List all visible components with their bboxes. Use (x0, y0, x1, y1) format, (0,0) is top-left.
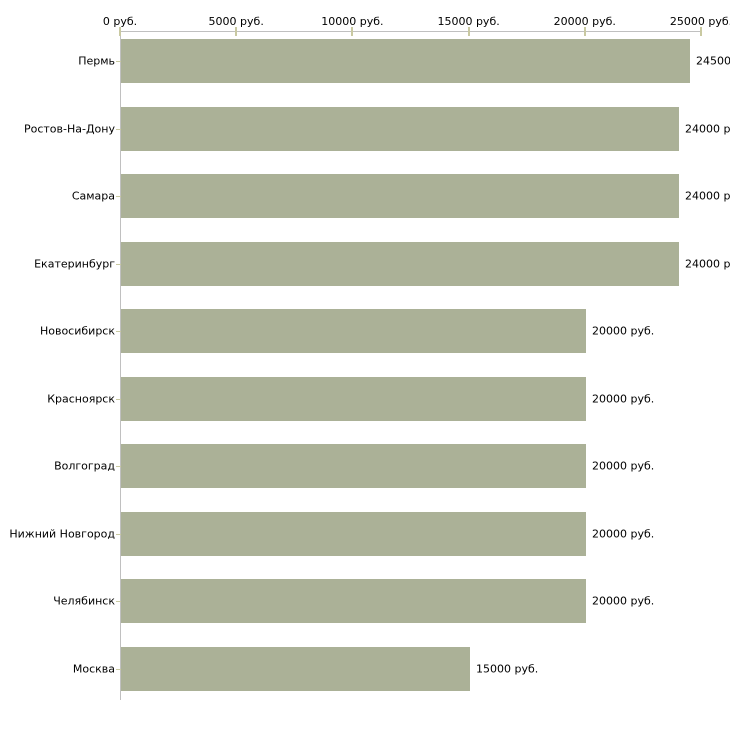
chart-bar (121, 241, 679, 286)
chart-bar (121, 444, 586, 488)
value-label: 24500 руб. (696, 54, 730, 68)
category-label: Пермь (78, 54, 115, 68)
value-label: 24000 руб. (685, 189, 730, 203)
chart-bar (121, 646, 470, 691)
x-tick-mark (468, 27, 470, 36)
chart-bar (121, 106, 679, 151)
y-tick-mark (116, 466, 121, 467)
value-label: 24000 руб. (685, 257, 730, 270)
chart-bar (121, 511, 586, 556)
value-label: 20000 руб. (592, 594, 655, 608)
category-label: Самара (71, 189, 115, 203)
value-label: 20000 руб. (592, 392, 655, 405)
value-label: 15000 руб. (476, 662, 539, 675)
y-tick-mark (116, 129, 121, 130)
x-axis-line (120, 31, 701, 32)
category-label: Москва (72, 662, 115, 675)
value-label: 20000 руб. (592, 527, 655, 540)
x-tick-mark (119, 27, 121, 36)
y-tick-mark (116, 264, 121, 265)
y-tick-mark (116, 331, 121, 332)
x-tick-label: 15000 руб. (437, 15, 500, 28)
y-tick-mark (116, 196, 121, 197)
y-tick-mark (116, 601, 121, 602)
y-axis-line (120, 31, 121, 700)
chart-bar (121, 309, 586, 353)
category-label: Нижний Новгород (9, 527, 115, 540)
chart-bar (121, 174, 679, 218)
category-label: Волгоград (54, 459, 115, 473)
category-label: Красноярск (47, 392, 115, 405)
y-tick-mark (116, 534, 121, 535)
y-tick-mark (116, 399, 121, 400)
category-label: Екатеринбург (34, 257, 115, 270)
x-tick-label: 25000 руб. (669, 15, 730, 28)
value-label: 20000 руб. (592, 324, 655, 338)
y-tick-mark (116, 61, 121, 62)
category-label: Ростов-На-Дону (23, 122, 115, 135)
category-label: Челябинск (53, 594, 115, 608)
x-tick-label: 10000 руб. (321, 15, 384, 28)
x-tick-label: 5000 руб. (208, 15, 264, 28)
y-tick-mark (116, 669, 121, 670)
x-tick-mark (235, 27, 237, 36)
chart-bar (121, 39, 690, 83)
value-label: 20000 руб. (592, 459, 655, 473)
x-tick-mark (584, 27, 586, 36)
value-label: 24000 руб. (685, 122, 730, 135)
chart-bar (121, 376, 586, 421)
x-tick-label: 20000 руб. (553, 15, 616, 28)
chart-bar (121, 579, 586, 623)
category-label: Новосибирск (39, 324, 115, 338)
x-tick-mark (700, 27, 702, 36)
x-tick-mark (351, 27, 353, 36)
x-tick-label: 0 руб. (102, 15, 138, 28)
